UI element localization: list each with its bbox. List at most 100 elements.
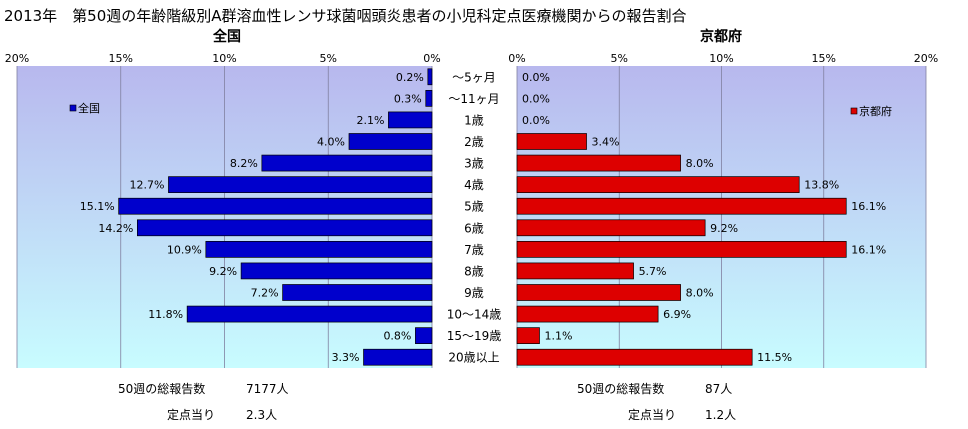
data-label-left: 9.2% (209, 265, 237, 278)
bar-left (168, 176, 433, 193)
data-label-left: 14.2% (98, 222, 133, 235)
footnote-left-per-label: 定点当り (167, 407, 215, 422)
data-label-right: 0.0% (522, 114, 550, 127)
bar-left (118, 197, 433, 215)
bar-left (186, 305, 433, 323)
data-label-right: 1.1% (544, 330, 572, 343)
data-label-left: 4.0% (317, 136, 345, 149)
right-panel-title: 京都府 (700, 28, 742, 45)
data-label-right: 3.4% (592, 136, 620, 149)
category-label: 4歳 (464, 178, 484, 192)
category-label: 3歳 (464, 157, 484, 171)
bar-right (516, 327, 540, 344)
bar-left (388, 111, 433, 129)
bar-right (516, 241, 847, 258)
bar-left (415, 327, 433, 344)
footnote-right-per-value: 1.2人 (705, 408, 736, 422)
legend-right-swatch (850, 107, 858, 115)
data-label-left: 2.1% (356, 114, 384, 127)
category-label: 7歳 (464, 243, 484, 257)
data-label-right: 6.9% (663, 308, 691, 321)
data-label-right: 8.0% (686, 287, 714, 300)
data-label-left: 8.2% (230, 157, 258, 170)
data-labels: 0.2% 0.3% 2.1% 4.0% 8.2% 12.7% 15.1% 14.2% 10.9%… (80, 71, 886, 364)
data-label-left: 0.3% (394, 92, 422, 105)
category-label: 1歳 (464, 113, 484, 127)
category-labels: ～5ヶ月 ～11ヶ月 1歳 2歳 3歳 4歳 5歳 6歳 7歳 8歳 9歳 10～14歳 15～19歳 2… (447, 70, 502, 364)
category-label: 8歳 (464, 264, 484, 278)
bar-left (427, 68, 433, 86)
tick-label-right: 15% (812, 52, 836, 65)
bar-right (516, 176, 800, 193)
category-label: 10～14歳 (447, 308, 502, 322)
data-label-right: 0.0% (522, 71, 550, 84)
data-label-right: 8.0% (686, 157, 714, 170)
left-panel-title: 全国 (212, 28, 241, 45)
bar-right (516, 348, 753, 366)
category-label: ～11ヶ月 (448, 92, 499, 106)
bar-right (516, 197, 847, 215)
chart-title: 2013年 第50週の年齢階級別A群溶血性レンサ球菌咽頭炎患者の小児科定点医療機… (4, 7, 687, 25)
data-label-right: 13.8% (804, 179, 839, 192)
category-label: 9歳 (464, 286, 484, 300)
footnote-right-per-label: 定点当り (628, 407, 676, 422)
data-label-right: 11.5% (757, 351, 792, 364)
footnote-right: 50週の総報告数 87人 定点当り 1.2人 (577, 381, 736, 422)
footnote-right-total-label: 50週の総報告数 (577, 381, 664, 396)
footnote-right-total-value: 87人 (705, 382, 732, 396)
bar-right (516, 154, 681, 172)
data-label-left: 15.1% (80, 200, 115, 213)
data-label-left: 0.8% (383, 330, 411, 343)
data-label-left: 10.9% (167, 243, 202, 256)
bar-left (137, 219, 433, 237)
category-label: 15～19歳 (447, 329, 502, 343)
legend-left-swatch (69, 104, 77, 112)
bar-right (516, 262, 634, 280)
category-label: 2歳 (464, 135, 484, 149)
axis-tick-labels: 0% 0% 5% 5% 10% 10% 15% 15% 20% 20% (5, 52, 938, 65)
data-label-left: 0.2% (396, 71, 424, 84)
bar-right (516, 305, 659, 323)
bar-right (516, 133, 587, 150)
bar-left (363, 348, 433, 366)
tick-label-left: 10% (212, 52, 236, 65)
data-label-left: 12.7% (130, 179, 165, 192)
bar-right (516, 219, 706, 237)
tick-label-right: 10% (709, 52, 733, 65)
bar-right (516, 284, 681, 301)
bar-left (205, 241, 433, 258)
legend-left-label: 全国 (78, 101, 100, 115)
category-label: 6歳 (464, 221, 484, 235)
bar-left (240, 262, 433, 280)
data-label-right: 5.7% (639, 265, 667, 278)
tick-label-right: 0% (508, 52, 525, 65)
bar-left (348, 133, 433, 150)
data-label-right: 16.1% (851, 243, 886, 256)
bars (118, 68, 847, 366)
data-label-left: 3.3% (332, 351, 360, 364)
footnote-left-total-label: 50週の総報告数 (118, 381, 205, 396)
data-label-right: 9.2% (710, 222, 738, 235)
category-label: ～5ヶ月 (452, 70, 496, 84)
legend-right: 京都府 (850, 104, 892, 118)
data-label-right: 16.1% (851, 200, 886, 213)
tick-label-left: 20% (5, 52, 29, 65)
category-label: 20歳以上 (448, 351, 499, 365)
category-label: 5歳 (464, 200, 484, 214)
data-label-left: 11.8% (148, 308, 183, 321)
bar-left (425, 90, 433, 107)
legend-right-label: 京都府 (859, 104, 892, 118)
tick-label-left: 15% (109, 52, 133, 65)
bar-left (261, 154, 433, 172)
footnote-left-per-value: 2.3人 (246, 408, 277, 422)
data-label-right: 0.0% (522, 92, 550, 105)
tick-label-left: 5% (320, 52, 337, 65)
tick-label-left: 0% (423, 52, 440, 65)
tick-label-right: 5% (611, 52, 628, 65)
tick-label-right: 20% (914, 52, 938, 65)
footnote-left-total-value: 7177人 (246, 382, 289, 396)
data-label-left: 7.2% (251, 287, 279, 300)
legend-left: 全国 (69, 101, 100, 115)
footnote-left: 50週の総報告数 7177人 定点当り 2.3人 (118, 381, 289, 422)
